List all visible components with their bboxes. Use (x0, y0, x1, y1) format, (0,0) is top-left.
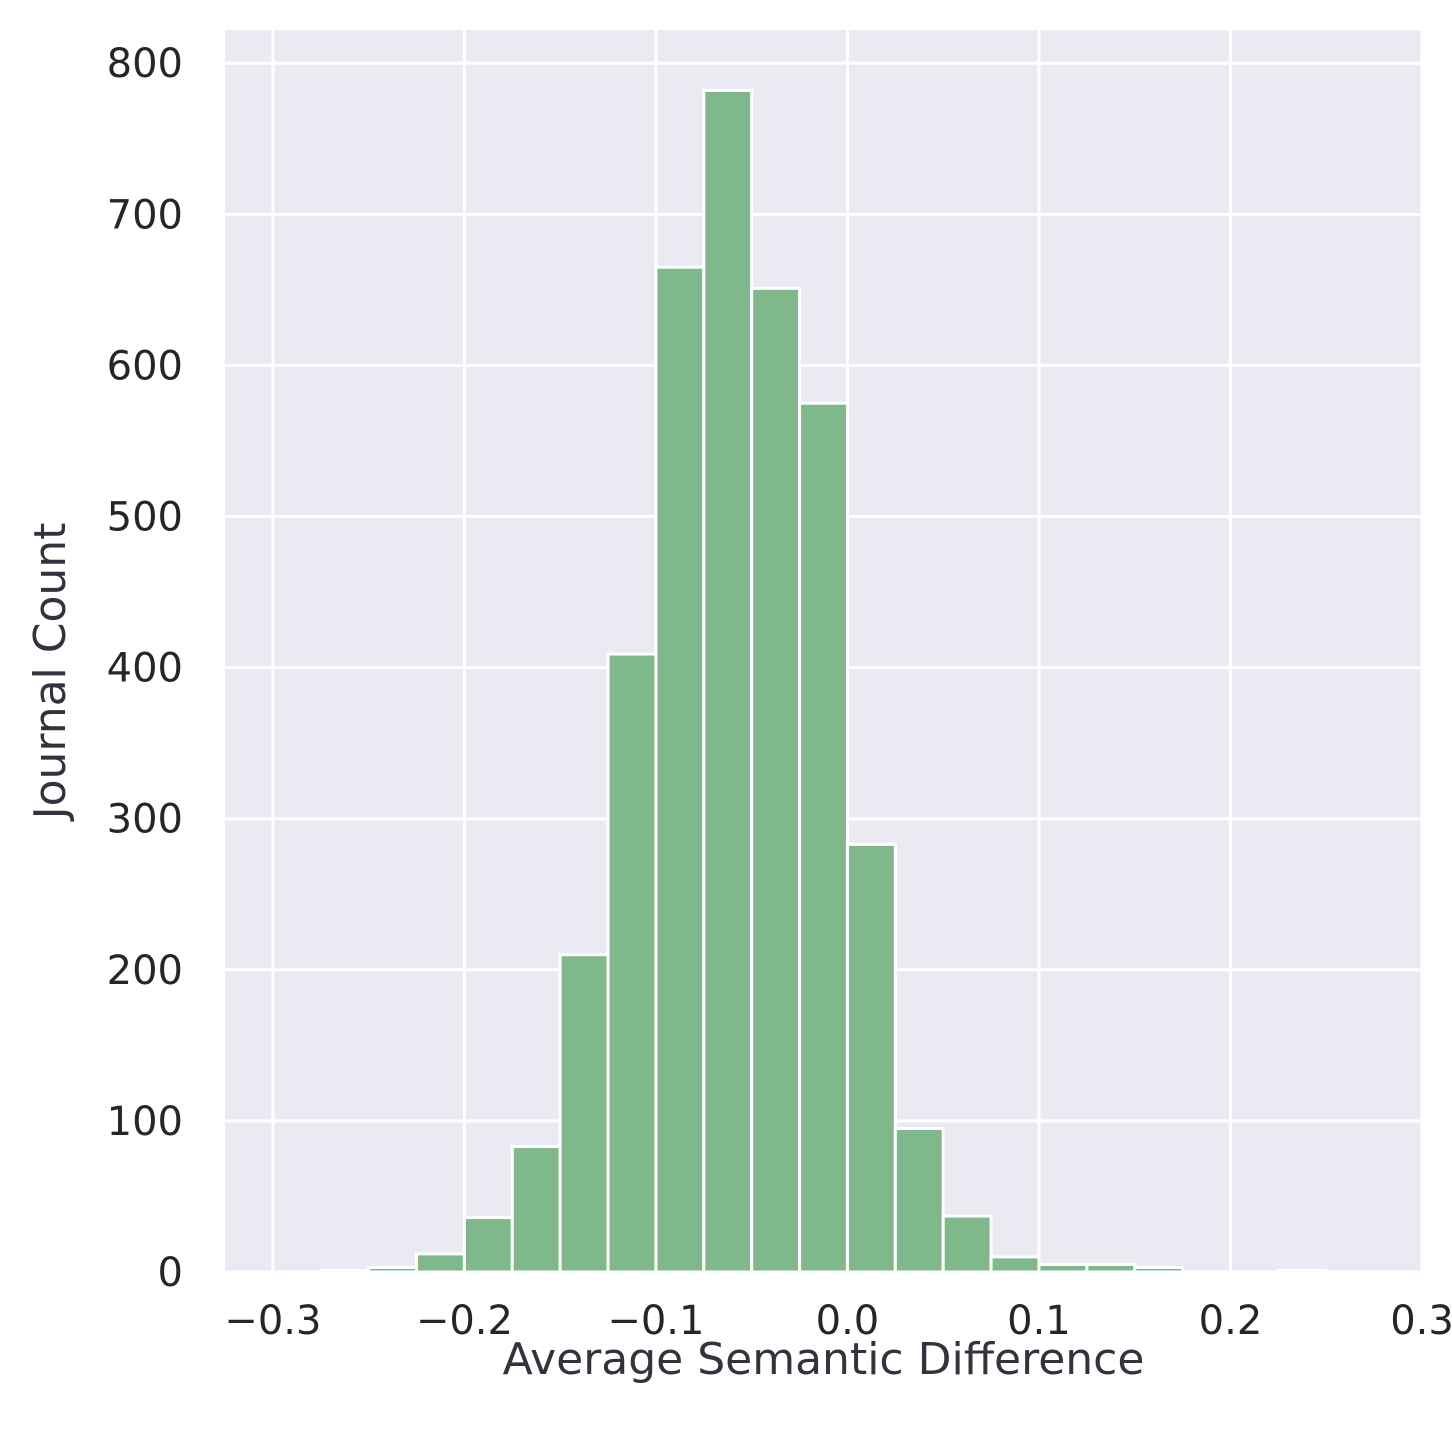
x-tick-label: 0.3 (1390, 1298, 1452, 1344)
histogram-bars (319, 88, 1328, 1274)
histogram-bar (893, 1126, 945, 1274)
histogram-bar (989, 1255, 1041, 1274)
histogram-bar (558, 953, 610, 1274)
y-tick-label: 0 (158, 1250, 183, 1296)
x-tick-label: −0.1 (607, 1298, 704, 1344)
x-tick-label: 0.1 (1007, 1298, 1071, 1344)
y-axis-ticks: 0 100 200 300 400 500 600 700 800 (107, 41, 183, 1296)
histogram-bar (415, 1252, 466, 1274)
y-tick-label: 800 (107, 41, 183, 87)
y-tick-label: 300 (107, 797, 183, 843)
histogram-bar (606, 652, 658, 1274)
histogram-bar (510, 1145, 562, 1274)
x-axis-label: Average Semantic Difference (503, 1334, 1145, 1385)
histogram-bar (654, 265, 706, 1274)
histogram-bar (319, 1268, 371, 1274)
x-tick-label: 0.2 (1199, 1298, 1263, 1344)
histogram-bar (1133, 1265, 1185, 1274)
histogram-bar (798, 401, 849, 1274)
y-tick-label: 600 (107, 343, 183, 389)
histogram-bar (367, 1265, 419, 1274)
x-tick-label: −0.2 (416, 1298, 513, 1344)
histogram-bar (702, 88, 754, 1274)
y-tick-label: 700 (107, 192, 183, 238)
histogram-bar (462, 1216, 514, 1274)
y-tick-label: 100 (107, 1099, 183, 1145)
y-tick-label: 400 (107, 646, 183, 692)
histogram-bar (750, 286, 802, 1274)
histogram-bar (845, 842, 897, 1274)
x-tick-label: −0.3 (224, 1298, 321, 1344)
histogram-bar (1276, 1268, 1328, 1274)
x-axis-ticks: −0.3 −0.2 −0.1 0.0 0.1 0.2 0.3 (224, 1298, 1452, 1344)
histogram-bar (1085, 1262, 1137, 1274)
y-axis-label: Journal Count (25, 523, 76, 823)
y-tick-label: 200 (107, 948, 183, 994)
histogram-bar (941, 1214, 993, 1274)
histogram-bar (1037, 1262, 1089, 1274)
x-tick-label: 0.0 (816, 1298, 880, 1344)
y-tick-label: 500 (107, 495, 183, 541)
